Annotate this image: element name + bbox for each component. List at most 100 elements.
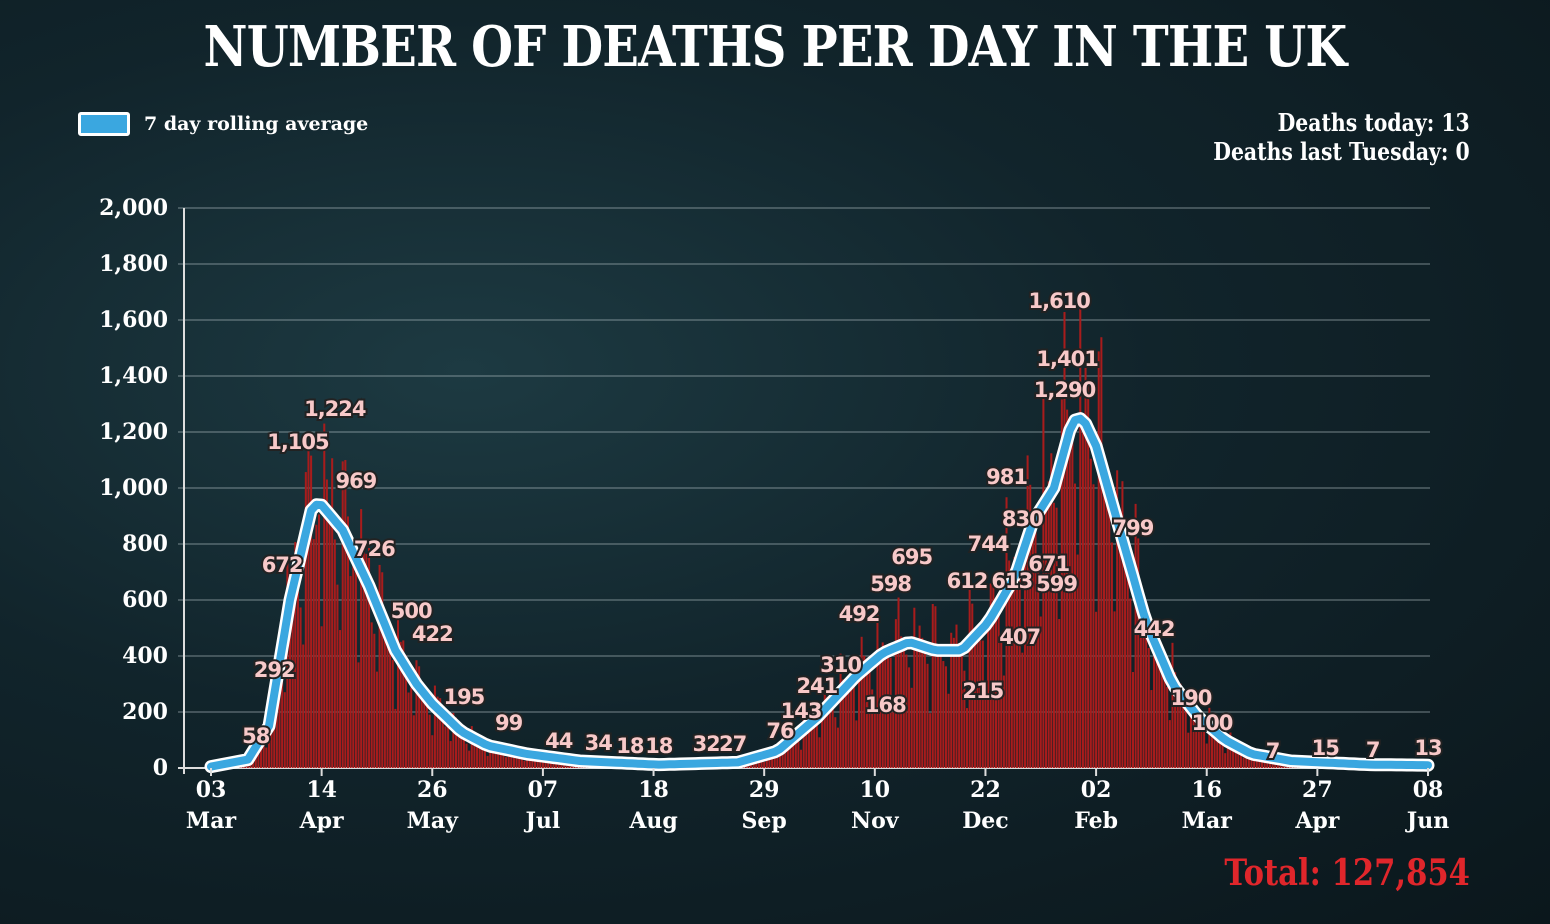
daily-bar	[1239, 751, 1242, 768]
daily-bar	[778, 750, 782, 768]
daily-bar	[349, 576, 352, 768]
daily-bar	[383, 622, 386, 768]
daily-bar	[420, 692, 423, 768]
daily-bar	[947, 693, 950, 768]
daily-bar	[1042, 382, 1045, 768]
daily-bar	[813, 725, 816, 768]
daily-bar	[981, 640, 984, 768]
daily-bar	[1192, 692, 1195, 768]
data-label: 15	[1312, 736, 1340, 760]
daily-bar	[1087, 383, 1090, 768]
daily-bar	[1197, 721, 1200, 768]
total-deaths: Total: 127,854	[1224, 852, 1470, 894]
daily-bar	[346, 516, 349, 768]
daily-bar	[1066, 409, 1069, 768]
daily-bar	[1037, 567, 1040, 768]
daily-bar	[797, 741, 800, 768]
daily-bar	[457, 729, 460, 768]
data-label: 500	[391, 599, 432, 623]
daily-bar	[1166, 687, 1169, 768]
data-label: 18	[645, 734, 673, 758]
daily-bar	[1210, 726, 1214, 768]
daily-bar	[315, 524, 318, 768]
daily-bar	[1055, 507, 1058, 768]
daily-bar	[876, 610, 879, 768]
daily-bar	[1034, 529, 1037, 768]
daily-bar	[1131, 672, 1134, 768]
daily-bar	[447, 721, 450, 768]
daily-bar	[915, 639, 918, 768]
data-label: 1,290	[1034, 378, 1096, 402]
x-tick-day: 27	[1302, 777, 1333, 803]
daily-bar	[921, 637, 924, 768]
y-tick-label: 400	[122, 643, 168, 669]
x-tick-day: 07	[528, 777, 559, 803]
data-label: 695	[891, 545, 932, 569]
daily-bar	[512, 749, 515, 768]
daily-bar	[1079, 300, 1082, 768]
daily-bar	[965, 708, 969, 768]
data-label: 13	[1414, 736, 1441, 760]
daily-bar	[473, 731, 476, 768]
daily-bar	[302, 644, 305, 768]
daily-bar	[476, 734, 479, 768]
daily-bar	[1102, 477, 1106, 768]
daily-bar	[1145, 622, 1148, 768]
daily-bar	[929, 713, 932, 768]
daily-bar	[1126, 577, 1129, 768]
daily-bar	[918, 625, 921, 768]
daily-bar	[1184, 710, 1187, 768]
legend-swatch-rolling-average	[78, 112, 130, 136]
daily-bar	[407, 692, 410, 768]
daily-bar	[786, 737, 789, 768]
daily-bar	[952, 637, 955, 768]
daily-bar	[771, 751, 774, 768]
daily-bar	[844, 682, 847, 768]
daily-bar	[873, 701, 876, 768]
daily-bar	[465, 743, 468, 768]
data-label: 27	[719, 732, 746, 756]
daily-bar	[325, 479, 328, 768]
daily-bar	[994, 606, 998, 768]
daily-bar	[389, 624, 392, 768]
daily-bar	[391, 660, 394, 768]
daily-bar	[989, 583, 992, 768]
data-label: 18	[616, 734, 644, 758]
daily-bar	[328, 504, 331, 768]
daily-bar	[489, 741, 492, 768]
daily-bar	[892, 712, 895, 768]
rolling-average-line	[204, 412, 1435, 774]
y-tick-label: 2,000	[99, 195, 168, 221]
daily-bar	[842, 679, 845, 768]
daily-bar	[1139, 616, 1142, 768]
x-tick-day: 03	[196, 777, 227, 803]
daily-bar	[1026, 455, 1029, 768]
daily-bar	[1195, 701, 1198, 768]
daily-bar	[310, 455, 313, 768]
data-label: 215	[962, 679, 1003, 703]
daily-bar	[1058, 619, 1061, 768]
daily-bar	[415, 660, 418, 768]
daily-bar	[831, 701, 834, 768]
daily-bar	[1097, 351, 1100, 768]
daily-bar	[1074, 483, 1077, 768]
daily-bar	[886, 653, 890, 768]
daily-bar	[410, 687, 413, 768]
daily-bar	[850, 686, 853, 768]
daily-bar	[1208, 707, 1211, 768]
daily-bar	[1224, 753, 1227, 768]
legend-label: 7 day rolling average	[144, 113, 369, 135]
daily-bar	[478, 743, 481, 768]
daily-bar	[802, 709, 805, 768]
daily-bar	[412, 715, 415, 768]
daily-bar	[1000, 636, 1003, 768]
daily-bar	[1110, 542, 1113, 768]
daily-bar	[905, 654, 908, 768]
daily-bar	[307, 449, 310, 768]
data-label: 1,610	[1028, 289, 1090, 313]
daily-bar	[341, 461, 344, 768]
daily-bar	[1039, 616, 1042, 768]
daily-bar	[1108, 497, 1111, 768]
daily-bar	[1218, 737, 1221, 768]
